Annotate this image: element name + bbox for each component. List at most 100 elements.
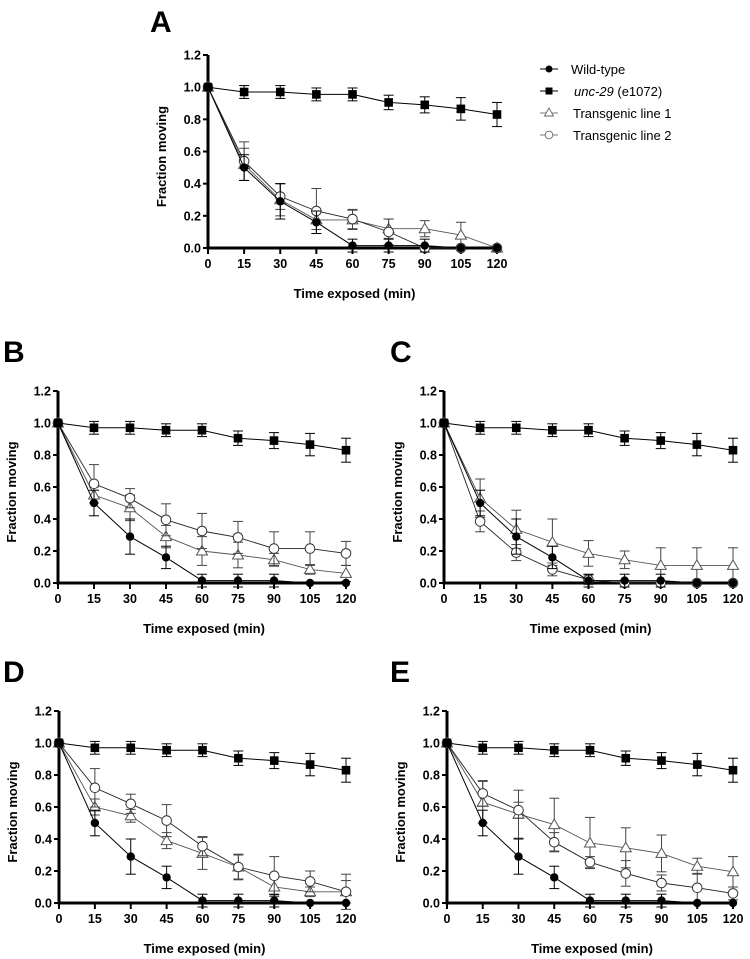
data-point-unc-29 (161, 425, 171, 435)
data-point-wild-type (305, 898, 315, 908)
legend-label: unc-29 (e1072) (574, 84, 662, 99)
y-tick-label: 0.4 (423, 833, 440, 847)
x-axis-title: Time exposed (min) (294, 286, 416, 301)
y-tick-label: 0.4 (34, 513, 51, 527)
y-tick-label: 1.2 (423, 705, 440, 719)
y-axis-title: Fraction moving (4, 441, 19, 542)
data-point-transgenic-line-2 (477, 788, 489, 799)
data-point-wild-type (475, 498, 485, 508)
data-point-wild-type (312, 218, 321, 227)
y-tick-label: 0.8 (420, 449, 437, 463)
x-tick-label: 105 (300, 592, 321, 606)
data-point-wild-type (492, 243, 502, 253)
series-wt (442, 738, 738, 908)
data-point-wild-type (693, 898, 702, 908)
data-point-transgenic-line-2 (196, 525, 208, 537)
data-point-wild-type (420, 241, 429, 250)
data-point-transgenic-line-2 (161, 815, 172, 826)
y-tick-label: 0.2 (423, 865, 440, 879)
data-point-wild-type (439, 418, 449, 428)
x-tick-label: 75 (619, 912, 633, 926)
data-point-unc-29 (89, 423, 99, 433)
x-tick-label: 60 (195, 592, 209, 606)
data-point-unc-29 (269, 756, 279, 765)
data-point-transgenic-line-1 (195, 544, 209, 556)
x-tick-label: 60 (583, 912, 597, 926)
data-point-wild-type (621, 896, 630, 905)
data-point-unc-29 (275, 87, 285, 97)
data-point-unc-29 (305, 760, 315, 769)
data-point-transgenic-line-1 (726, 558, 740, 570)
data-point-unc-29 (341, 445, 351, 455)
data-point-transgenic-line-1 (618, 553, 631, 565)
y-tick-label: 1.0 (34, 417, 51, 431)
data-point-wild-type (270, 896, 279, 905)
series-wt (54, 738, 351, 908)
x-tick-label: 105 (686, 592, 707, 606)
x-tick-label: 120 (336, 592, 357, 606)
data-point-unc-29 (384, 98, 393, 107)
filled-square-icon (545, 87, 553, 95)
data-point-wild-type (348, 241, 357, 250)
data-point-transgenic-line-1 (303, 562, 317, 574)
data-point-unc-29 (162, 745, 171, 755)
data-point-wild-type (620, 576, 629, 585)
y-tick-label: 0.8 (184, 113, 201, 127)
panel-letter-D: D (3, 656, 25, 689)
data-point-transgenic-line-2 (304, 876, 316, 887)
data-point-transgenic-line-2 (340, 548, 352, 559)
x-tick-label: 45 (309, 257, 323, 271)
data-point-wild-type (585, 896, 595, 905)
data-point-unc-29 (90, 743, 100, 753)
panel-letter-E: E (390, 656, 410, 689)
x-tick-label: 15 (237, 257, 251, 271)
data-point-wild-type (162, 873, 171, 882)
y-tick-label: 0.0 (35, 897, 52, 911)
legend-item-transgenic-line-2: Transgenic line 2 (540, 128, 672, 143)
data-point-wild-type (584, 576, 593, 585)
panel-C: 0.0 0.2 0.4 0.6 0.8 1.0 1.2 0 15 30 45 60 75 90 105 120… (390, 385, 743, 637)
data-point-wild-type (161, 553, 171, 562)
data-point-transgenic-line-2 (474, 516, 486, 527)
x-axis-title: Time exposed (min) (530, 621, 652, 636)
data-point-transgenic-line-1 (339, 566, 353, 578)
y-tick-label: 0.0 (423, 897, 440, 911)
x-tick-label: 30 (273, 257, 287, 271)
data-point-transgenic-line-2 (691, 882, 703, 894)
y-tick-label: 0.2 (420, 545, 437, 559)
data-point-unc-29 (341, 765, 351, 775)
data-point-transgenic-line-1 (619, 841, 633, 853)
x-tick-label: 60 (196, 912, 210, 926)
x-tick-label: 75 (231, 592, 245, 606)
x-tick-label: 15 (473, 592, 487, 606)
data-point-transgenic-line-1 (546, 535, 559, 547)
data-point-unc-29 (348, 90, 357, 99)
data-point-unc-29 (585, 745, 595, 755)
x-tick-label: 120 (336, 912, 357, 926)
y-tick-label: 0.6 (35, 801, 52, 815)
data-point-transgenic-line-2 (620, 868, 632, 879)
x-tick-label: 30 (124, 912, 138, 926)
data-point-transgenic-line-2 (125, 798, 137, 810)
x-tick-label: 45 (545, 592, 559, 606)
series-unc (54, 738, 351, 783)
y-axis-title: Fraction moving (5, 761, 20, 862)
panel-letter-A: A (150, 6, 172, 39)
y-tick-label: 1.0 (420, 417, 437, 431)
data-point-wild-type (239, 163, 249, 172)
data-point-transgenic-line-2 (232, 532, 244, 543)
data-point-wild-type (89, 498, 99, 508)
legend-item-wild-type: Wild-type (540, 62, 625, 77)
x-tick-label: 120 (723, 912, 744, 926)
y-tick-label: 0.4 (35, 833, 52, 847)
data-point-transgenic-line-2 (268, 870, 280, 882)
series-unc (53, 418, 351, 463)
series-wt (439, 418, 738, 588)
x-axis-title: Time exposed (min) (143, 621, 265, 636)
x-tick-label: 0 (441, 592, 448, 606)
data-point-unc-29 (549, 745, 559, 755)
x-tick-label: 60 (346, 257, 360, 271)
y-tick-label: 1.2 (35, 705, 52, 719)
data-point-wild-type (233, 576, 243, 585)
